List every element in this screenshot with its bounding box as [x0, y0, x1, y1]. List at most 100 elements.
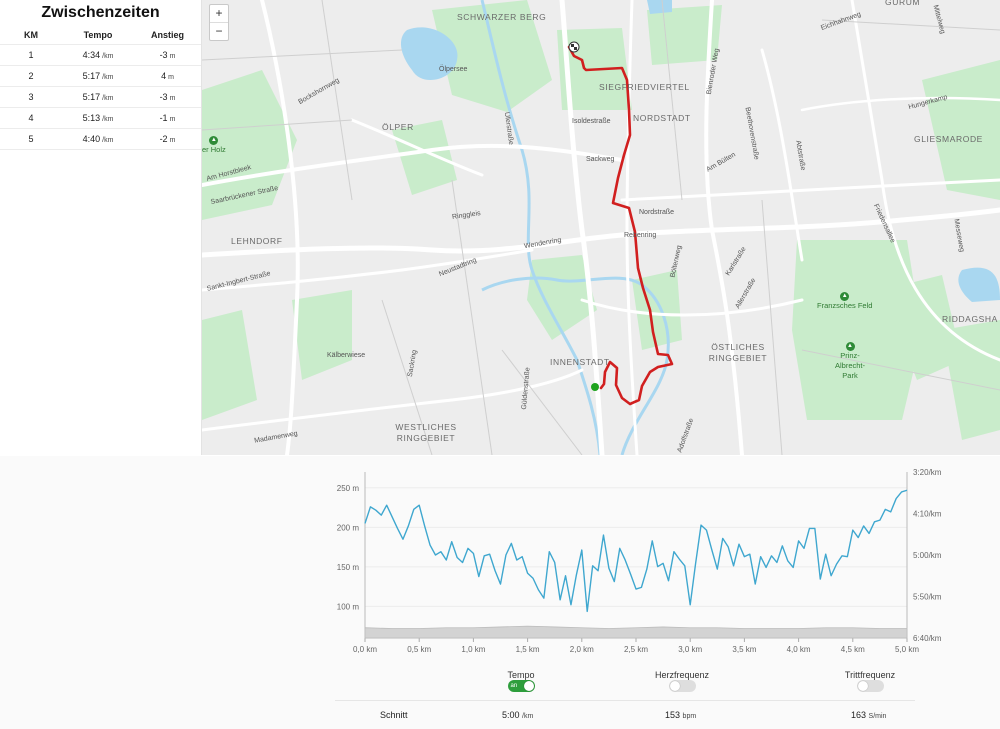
start-dot-icon	[591, 383, 599, 391]
toggle-heart-rate: Herzfrequenz	[646, 670, 718, 692]
route-map[interactable]: + − SCHWARZER BERG SIEGFRIEDVIERTEL NORD…	[202, 0, 1000, 455]
road-inner	[580, 298, 804, 317]
x-axis-tick-label: 1,5 km	[516, 645, 540, 654]
x-axis-tick-label: 0,5 km	[407, 645, 431, 654]
park-label-holz: ▲ er Holz	[202, 134, 226, 155]
road-saarbruecker	[202, 143, 624, 187]
average-pace-unit: /km	[522, 713, 534, 720]
park-north	[647, 5, 722, 65]
split-elevation: -3 m	[134, 92, 201, 102]
split-elevation-unit: m	[169, 116, 176, 123]
road-hungerkamp	[800, 96, 1000, 112]
label-oelpersee: Ölpersee	[439, 66, 468, 73]
toggle-pace: Tempo an	[490, 670, 552, 692]
lake-east	[958, 267, 1000, 302]
district-innenstadt: INNENSTADT	[550, 357, 610, 367]
split-km: 2	[28, 71, 34, 81]
x-axis-tick-label: 3,0 km	[678, 645, 702, 654]
pace-elevation-chart[interactable]: 250 m 200 m 150 m 100 m 3:20/km 4:10/km 5:00/k…	[0, 456, 1000, 656]
toggle-heart-rate-switch[interactable]	[668, 680, 696, 692]
split-pace-unit: /km	[102, 53, 114, 60]
split-pace-unit: /km	[102, 74, 114, 81]
split-elevation-unit: m	[169, 95, 176, 102]
left-axis-tick-label: 200 m	[337, 523, 360, 532]
road-west-ring	[260, 0, 300, 455]
road-wendenring	[202, 207, 1000, 258]
map-canvas[interactable]	[202, 0, 1000, 455]
left-axis-tick-label: 100 m	[337, 602, 360, 611]
label-rebenring: Rebenring	[624, 232, 657, 239]
label-kaelberwiese: Kälberwiese	[327, 352, 366, 359]
river-oker-1	[480, 0, 579, 361]
elevation-area	[364, 625, 908, 639]
average-pace-value: 5:00	[502, 710, 520, 720]
district-siegfriedviertel: SIEGFRIEDVIERTEL	[599, 82, 690, 92]
split-pace-value: 5:17	[82, 92, 101, 102]
pond-north	[647, 0, 672, 14]
average-cadence: 163 S/min	[851, 710, 886, 720]
minor-roads	[202, 0, 1000, 455]
tree-icon: ▲	[840, 292, 850, 301]
split-pace: 5:17/km	[62, 71, 134, 81]
split-km: 1	[28, 50, 34, 60]
tree-icon: ▲	[209, 136, 219, 145]
x-axis-tick-label: 5,0 km	[895, 645, 919, 654]
right-axis-tick-label: 3:20/km	[913, 468, 942, 477]
average-pace: 5:00 /km	[502, 710, 533, 720]
right-axis-tick-label: 6:40/km	[913, 634, 942, 643]
road-abtstrasse	[760, 48, 804, 262]
park-oelpersee	[432, 0, 552, 112]
toggle-cadence-switch[interactable]	[856, 680, 884, 692]
x-axis-tick-label: 4,0 km	[787, 645, 811, 654]
zoom-in-button[interactable]: +	[215, 6, 223, 20]
road-center	[625, 0, 639, 455]
split-km: 4	[28, 113, 34, 123]
park-center-west	[527, 255, 597, 340]
split-elevation-value: -3	[159, 92, 168, 102]
park-name-holz: er Holz	[202, 145, 226, 154]
split-pace-unit: /km	[102, 137, 114, 144]
district-westliches-ringgebiet: WESTLICHES RINGGEBIET	[395, 422, 457, 443]
toggle-pace-label: Tempo	[507, 670, 535, 680]
split-pace-unit: /km	[102, 116, 114, 123]
toggle-pace-switch[interactable]: an	[507, 680, 535, 692]
header-pace: Tempo	[83, 30, 113, 40]
split-row: 3 5:17/km -3 m	[0, 87, 201, 108]
split-pace: 4:34/km	[62, 50, 134, 60]
label-sackweg: Sackweg	[586, 156, 615, 163]
split-elevation-unit: m	[168, 74, 174, 81]
district-gliesmarode: GLIESMARODE	[914, 134, 983, 144]
pace-line	[364, 489, 908, 613]
water-areas	[400, 0, 1000, 302]
zoom-out-button[interactable]: −	[210, 22, 228, 40]
district-schwarzer-berg: SCHWARZER BERG	[457, 12, 547, 22]
park-name-prinz-albrecht: Prinz-Albrecht-Park	[834, 351, 865, 380]
checkered-flag-icon	[568, 41, 580, 53]
x-axis-tick-label: 4,5 km	[841, 645, 865, 654]
road-nordstrasse	[620, 178, 1000, 202]
x-axis-tick-label: 1,0 km	[461, 645, 485, 654]
split-pace-value: 5:13	[82, 113, 101, 123]
split-elevation: -2 m	[134, 134, 201, 144]
average-heart-rate: 153 bpm	[665, 710, 696, 720]
split-pace-value: 4:34	[82, 50, 101, 60]
toggle-cadence-label: Trittfrequenz	[844, 670, 896, 680]
divider	[335, 700, 915, 701]
splits-panel: Zwischenzeiten KM Tempo Anstieg 1 4:34/km…	[0, 0, 202, 455]
split-row: 2 5:17/km 4 m	[0, 66, 201, 87]
split-row: 1 4:34/km -3 m	[0, 45, 201, 66]
split-row: 4 5:13/km -1 m	[0, 108, 201, 129]
left-axis-tick-label: 250 m	[337, 484, 360, 493]
split-pace: 5:17/km	[62, 92, 134, 102]
road-east	[850, 0, 1000, 362]
average-label: Schnitt	[380, 710, 408, 720]
park-northeast	[922, 60, 1000, 200]
district-oelper: ÖLPER	[382, 122, 414, 132]
route-path	[567, 45, 674, 406]
split-elevation-value: -3	[159, 50, 168, 60]
right-axis-tick-label: 4:10/km	[913, 510, 942, 519]
park-label-prinz-albrecht: ▲ Prinz-Albrecht-Park	[834, 340, 866, 381]
label-nordstrasse: Nordstraße	[639, 209, 675, 216]
road-oelper	[350, 118, 484, 177]
